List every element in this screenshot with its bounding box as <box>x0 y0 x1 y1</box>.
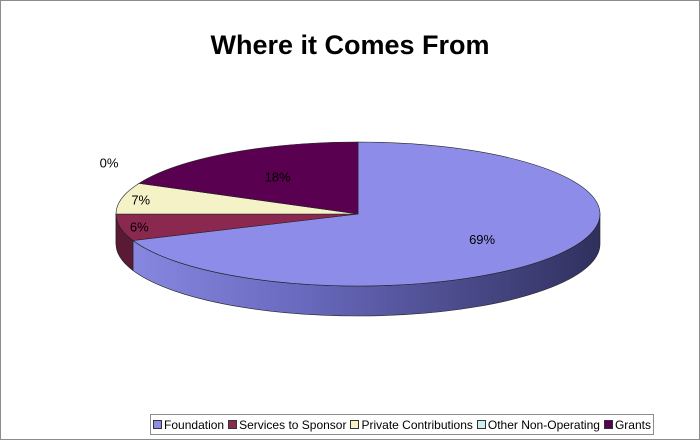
legend-label-foundation: Foundation <box>164 417 225 432</box>
legend-swatch-foundation <box>153 420 163 429</box>
legend-item-other-non-operating: Other Non-Operating <box>476 417 600 432</box>
legend-item-services-to-sponsor: Services to Sponsor <box>228 418 346 432</box>
chart-title: Where it Comes From <box>210 30 490 60</box>
chart-legend: Foundation Services to Sponsor Private C… <box>150 414 654 435</box>
legend-label-grants: Grants <box>614 417 651 432</box>
legend-swatch-private-contributions <box>350 420 360 429</box>
legend-label-private-contributions: Private Contributions <box>361 417 473 432</box>
legend-item-foundation: Foundation <box>153 418 224 432</box>
legend-swatch-grants <box>603 420 613 429</box>
slice-label-grants: 18% <box>265 169 291 184</box>
legend-swatch-services-to-sponsor <box>228 420 238 429</box>
slice-label-foundation: 69% <box>469 232 495 247</box>
legend-label-services-to-sponsor: Services to Sponsor <box>239 417 347 432</box>
legend-item-private-contributions: Private Contributions <box>350 417 473 432</box>
pie-slice-private-contributions <box>115 183 359 215</box>
slice-label-other-non-operating: 0% <box>100 155 119 170</box>
slice-label-services-to-sponsor: 6% <box>130 219 149 234</box>
legend-label-other-non-operating: Other Non-Operating <box>487 417 600 432</box>
legend-item-grants: Grants <box>603 417 651 432</box>
pie-slice-foundation <box>132 141 601 287</box>
slice-label-private-contributions: 7% <box>131 193 150 208</box>
legend-swatch-other-non-operating <box>476 420 486 429</box>
pie-slice-grants <box>138 141 359 215</box>
